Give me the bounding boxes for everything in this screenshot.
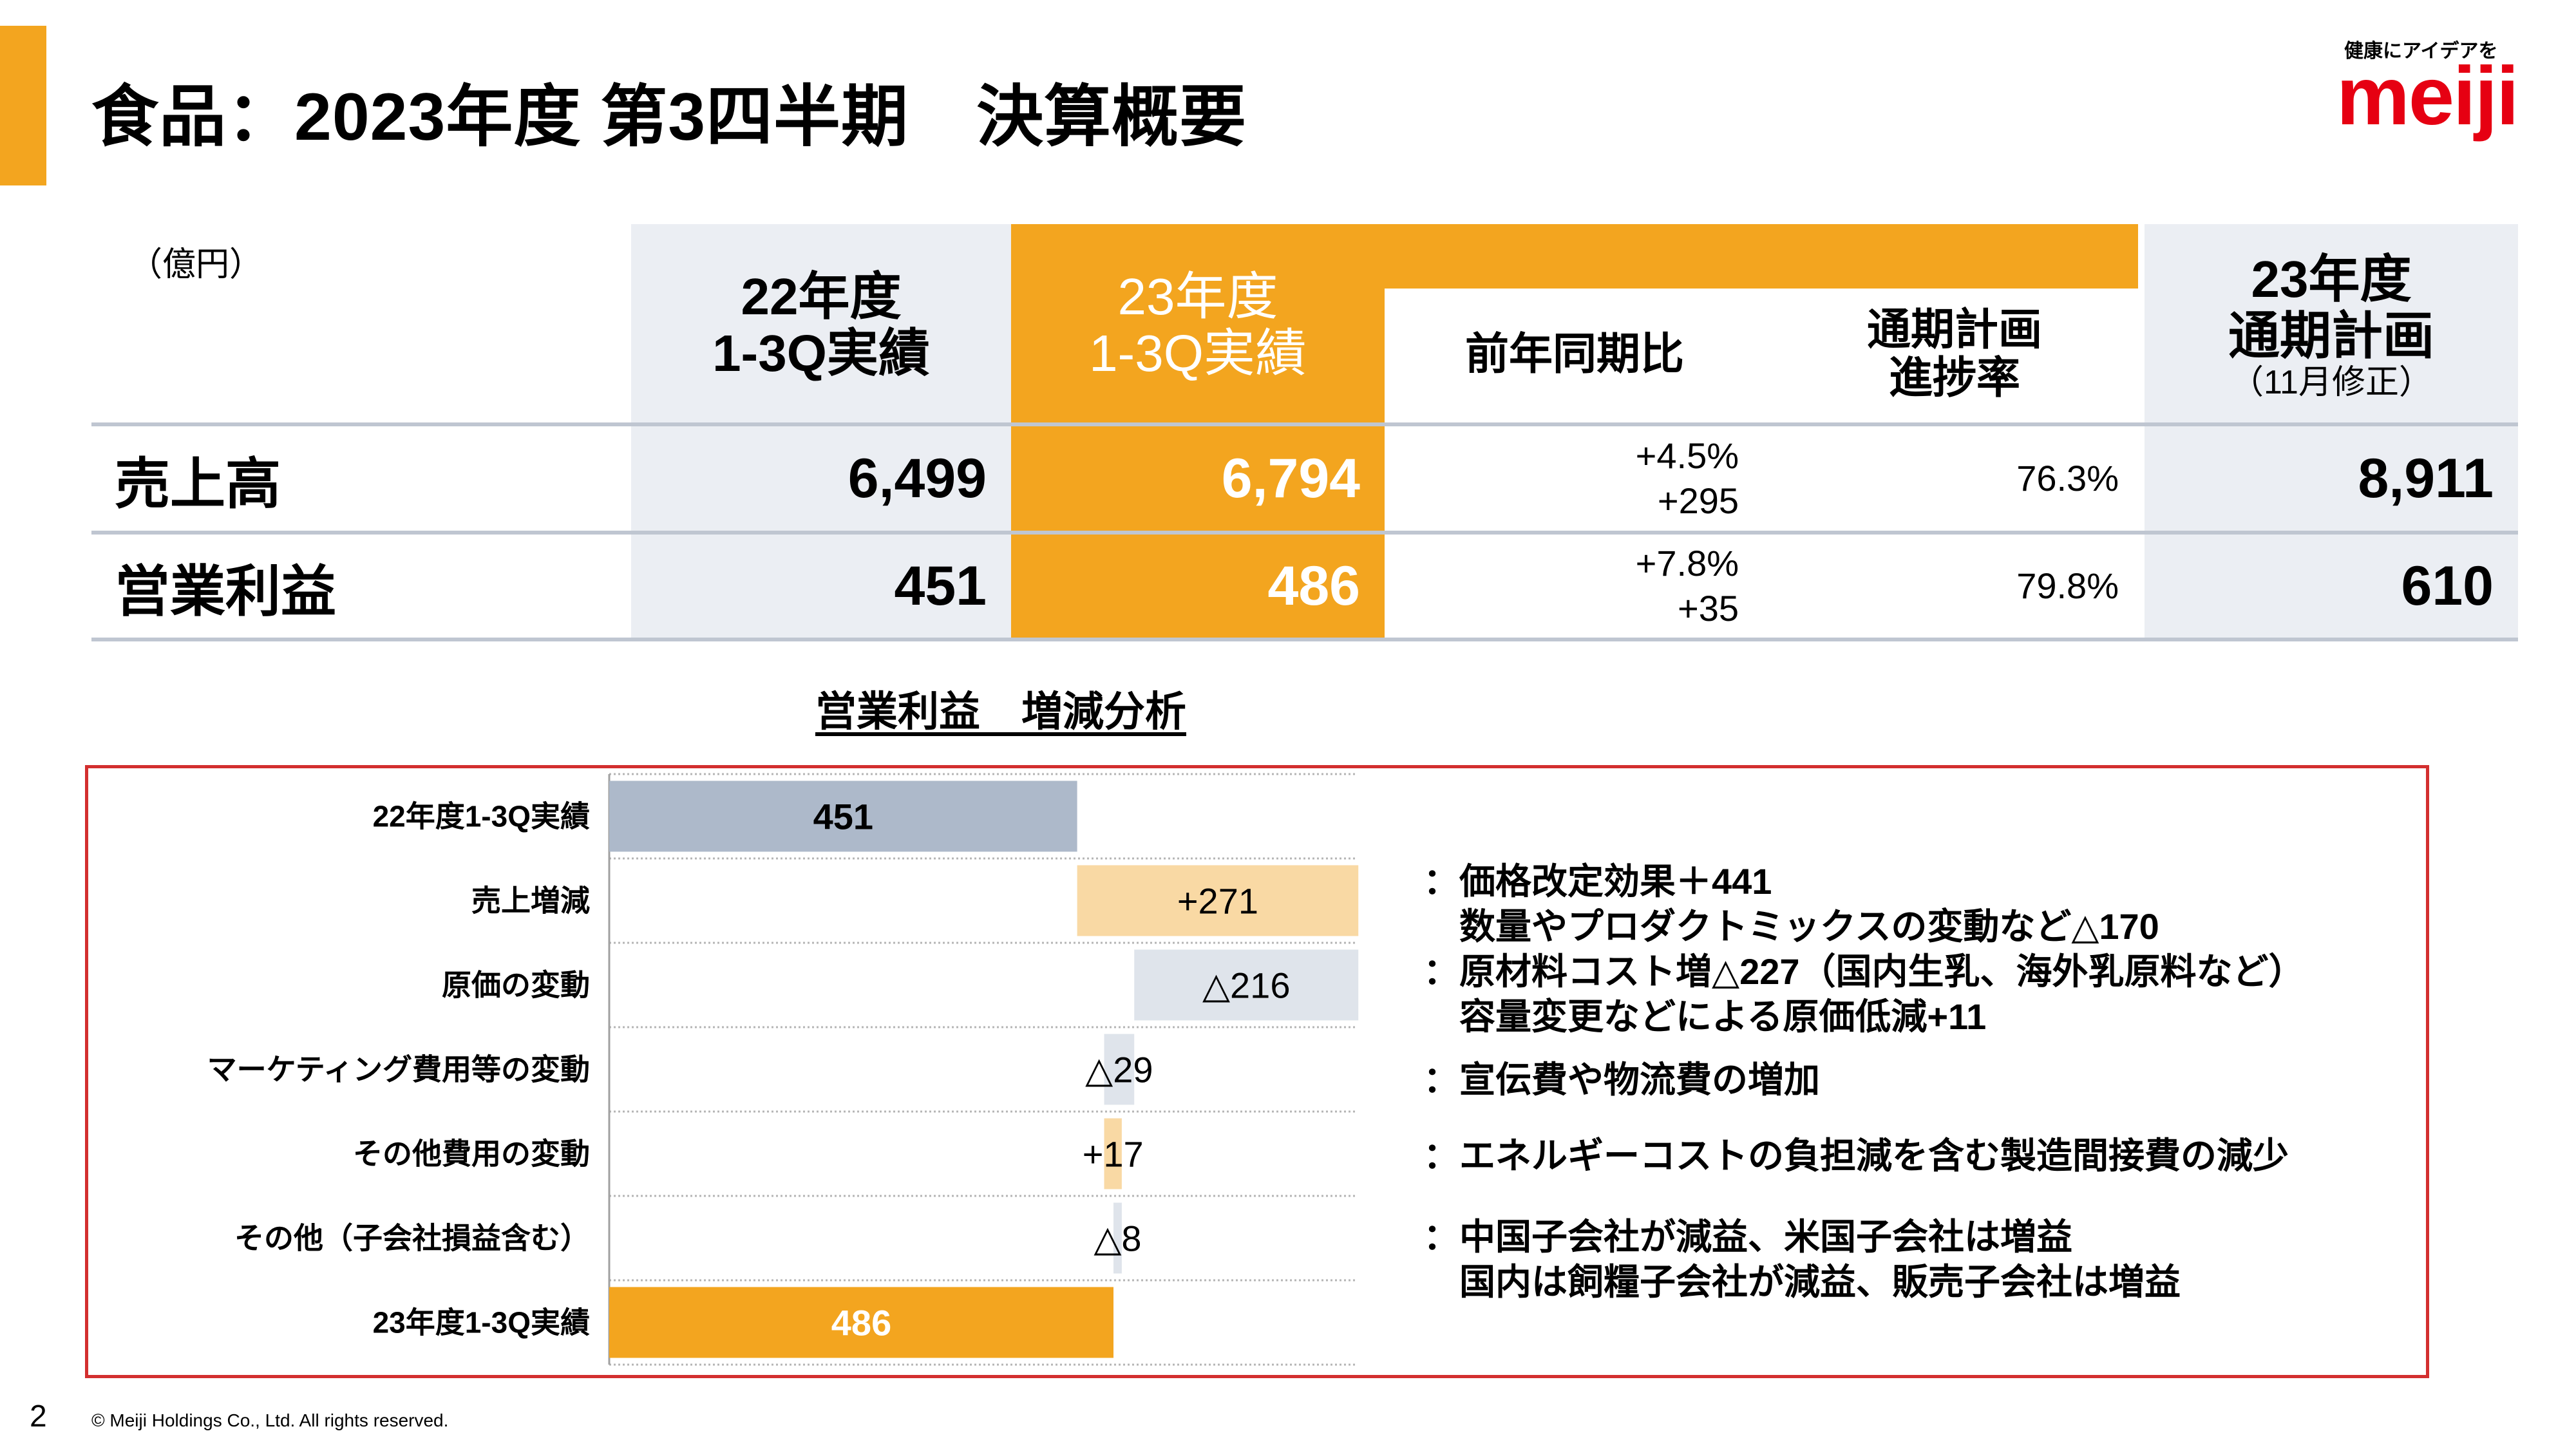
sales-yoy-pct: +4.5% bbox=[1635, 435, 1739, 476]
progress-column-header: 通期計画 進捗率 bbox=[1765, 293, 2145, 415]
bar-3 bbox=[1104, 1034, 1135, 1105]
op-progress: 79.8% bbox=[2016, 565, 2119, 606]
bar-0 bbox=[609, 781, 1077, 852]
curr-header-line1: 23年度 bbox=[1117, 268, 1278, 325]
table-rule-top bbox=[91, 422, 2518, 426]
row-label-operating-profit: 営業利益 bbox=[115, 560, 336, 623]
prev-header-line1: 22年度 bbox=[741, 268, 902, 325]
yoy-column-header: 前年同期比 bbox=[1464, 329, 1684, 379]
note-cost-line2: 容量変更などによる原価低減+11 bbox=[1423, 996, 1987, 1037]
unit-label: （億円） bbox=[129, 246, 263, 283]
op-prev-value: 451 bbox=[631, 535, 1011, 638]
note-subsidiaries-line1: ：中国子会社が減益、米国子会社は増益 bbox=[1423, 1217, 2072, 1257]
note-sales: ：価格改定効果＋441 数量やプロダクトミックスの変動など△170 bbox=[1423, 859, 2159, 949]
table-rule-bottom bbox=[91, 638, 2518, 641]
category-label-1: 売上増減 bbox=[471, 884, 590, 918]
category-label-6: 23年度1-3Q実績 bbox=[373, 1306, 590, 1340]
waterfall-chart: 22年度1-3Q実績 451 売上増減 +271 原価の変動 △216 マーケティング費用等… bbox=[90, 770, 1378, 1376]
sales-progress: 76.3% bbox=[2016, 458, 2119, 498]
waterfall-chart-svg: 22年度1-3Q実績 451 売上増減 +271 原価の変動 △216 マーケティング費用等… bbox=[207, 773, 1359, 1366]
copyright: © Meiji Holdings Co., Ltd. All rights re… bbox=[91, 1410, 449, 1430]
plan-column-header: 23年度 通期計画 （11月修正） bbox=[2145, 233, 2518, 420]
category-label-4: その他費用の変動 bbox=[353, 1137, 590, 1171]
note-subsidiaries: ：中国子会社が減益、米国子会社は増益 国内は飼糧子会社が減益、販売子会社は増益 bbox=[1423, 1215, 2181, 1305]
prev-header-line2: 1-3Q実績 bbox=[712, 325, 930, 382]
row-label-sales: 売上高 bbox=[115, 453, 281, 515]
prev-header-bg bbox=[631, 224, 1011, 425]
note-other-expenses: ：エネルギーコストの負担減を含む製造間接費の減少 bbox=[1423, 1133, 2289, 1179]
sales-prev-value: 6,499 bbox=[631, 426, 1011, 531]
note-sales-line2: 数量やプロダクトミックスの変動など△170 bbox=[1423, 906, 2159, 947]
chart-frame bbox=[85, 765, 2429, 1378]
bar-5 bbox=[1113, 1202, 1122, 1274]
note-cost-line1: ：原材料コスト増△227（国内生乳、海外乳原料など） bbox=[1423, 951, 2305, 992]
data-label-5: △8 bbox=[1094, 1218, 1141, 1259]
data-label-4: +17 bbox=[1083, 1134, 1144, 1175]
plan-header-line3: （11月修正） bbox=[2230, 364, 2432, 402]
bar-2 bbox=[1134, 949, 1359, 1021]
op-plan-value: 610 bbox=[2145, 535, 2518, 638]
progress-header-line1: 通期計画 bbox=[1866, 305, 2042, 355]
page-title: 食品：2023年度 第3四半期 決算概要 bbox=[91, 80, 1247, 155]
category-label-0: 22年度1-3Q実績 bbox=[373, 800, 590, 833]
bar-1 bbox=[1077, 865, 1359, 936]
sales-yoy-abs: +295 bbox=[1657, 480, 1739, 521]
table-rule-middle bbox=[91, 531, 2518, 535]
chart-title: 営業利益 増減分析 bbox=[815, 688, 1186, 735]
prev-column-header: 22年度 1-3Q実績 bbox=[631, 254, 1011, 396]
yoy-header-bar bbox=[1385, 224, 2138, 289]
note-subsidiaries-line2: 国内は飼糧子会社が減益、販売子会社は増益 bbox=[1423, 1262, 2181, 1302]
op-curr-value: 486 bbox=[1011, 535, 1385, 638]
bar-4 bbox=[1104, 1118, 1122, 1189]
data-label-2: △216 bbox=[1202, 965, 1291, 1006]
sales-curr-value: 6,794 bbox=[1011, 426, 1385, 531]
page-number: 2 bbox=[30, 1399, 47, 1434]
sales-plan-value: 8,911 bbox=[2145, 426, 2518, 531]
curr-column-header: 23年度 1-3Q実績 bbox=[1011, 254, 1385, 396]
data-label-3: △29 bbox=[1085, 1050, 1153, 1090]
note-sales-line1: ：価格改定効果＋441 bbox=[1423, 861, 1772, 902]
note-marketing-line1: ：宣伝費や物流費の増加 bbox=[1423, 1059, 1820, 1100]
category-label-3: マーケティング費用等の変動 bbox=[207, 1053, 590, 1086]
plan-header-line2: 通期計画 bbox=[2228, 307, 2434, 365]
curr-header-bg bbox=[1011, 224, 1385, 425]
note-other-expenses-line1: ：エネルギーコストの負担減を含む製造間接費の減少 bbox=[1423, 1135, 2289, 1176]
plan-header-bg bbox=[2145, 224, 2518, 425]
accent-bar bbox=[0, 26, 46, 185]
category-label-5: その他（子会社損益含む） bbox=[234, 1222, 590, 1255]
logo-tagline: 健康にアイデアを bbox=[2344, 41, 2498, 62]
sales-yoy: +4.5% +295 bbox=[1385, 426, 1739, 531]
op-yoy-abs: +35 bbox=[1678, 588, 1739, 629]
note-cost: ：原材料コスト増△227（国内生乳、海外乳原料など） 容量変更などによる原価低減… bbox=[1423, 949, 2305, 1039]
progress-header-line2: 進捗率 bbox=[1888, 354, 2020, 402]
bar-6 bbox=[609, 1287, 1113, 1358]
category-label-2: 原価の変動 bbox=[442, 969, 590, 1002]
data-label-0: 451 bbox=[813, 797, 873, 837]
data-label-1: +271 bbox=[1177, 881, 1258, 922]
curr-header-line2: 1-3Q実績 bbox=[1089, 325, 1307, 382]
plan-header-line1: 23年度 bbox=[2251, 251, 2412, 308]
meiji-logo: meiji bbox=[2336, 50, 2519, 142]
op-yoy: +7.8% +35 bbox=[1385, 535, 1739, 638]
data-label-6: 486 bbox=[831, 1303, 891, 1343]
op-yoy-pct: +7.8% bbox=[1635, 543, 1739, 583]
note-marketing: ：宣伝費や物流費の増加 bbox=[1423, 1057, 1820, 1103]
